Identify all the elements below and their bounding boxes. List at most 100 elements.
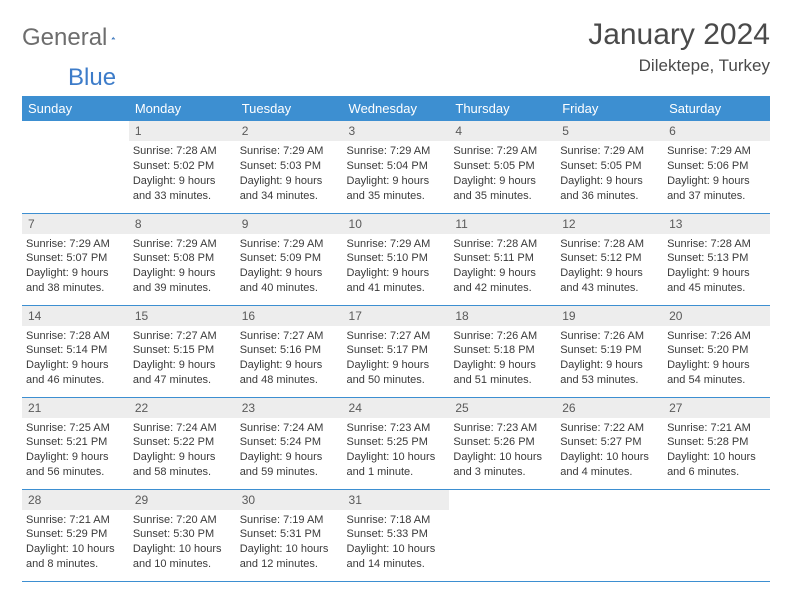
day-number: 27	[663, 398, 770, 418]
calendar-cell: 30Sunrise: 7:19 AMSunset: 5:31 PMDayligh…	[236, 489, 343, 581]
daylight-text: Daylight: 9 hours	[347, 358, 446, 373]
calendar-cell: 6Sunrise: 7:29 AMSunset: 5:06 PMDaylight…	[663, 121, 770, 213]
daylight-text: and 59 minutes.	[240, 465, 339, 480]
sunrise-text: Sunrise: 7:29 AM	[240, 144, 339, 159]
daylight-text: and 54 minutes.	[667, 373, 766, 388]
calendar-week-row: 28Sunrise: 7:21 AMSunset: 5:29 PMDayligh…	[22, 489, 770, 581]
daylight-text: Daylight: 9 hours	[240, 358, 339, 373]
daylight-text: Daylight: 10 hours	[26, 542, 125, 557]
day-number: 9	[236, 214, 343, 234]
daylight-text: Daylight: 9 hours	[560, 266, 659, 281]
daylight-text: Daylight: 9 hours	[240, 450, 339, 465]
weekday-header-row: Sunday Monday Tuesday Wednesday Thursday…	[22, 96, 770, 121]
daylight-text: Daylight: 9 hours	[133, 266, 232, 281]
day-details: Sunrise: 7:29 AMSunset: 5:05 PMDaylight:…	[449, 141, 556, 207]
daylight-text: and 51 minutes.	[453, 373, 552, 388]
calendar-cell: 24Sunrise: 7:23 AMSunset: 5:25 PMDayligh…	[343, 397, 450, 489]
sunset-text: Sunset: 5:17 PM	[347, 343, 446, 358]
sunrise-text: Sunrise: 7:28 AM	[667, 237, 766, 252]
sunset-text: Sunset: 5:20 PM	[667, 343, 766, 358]
daylight-text: and 33 minutes.	[133, 189, 232, 204]
sunset-text: Sunset: 5:21 PM	[26, 435, 125, 450]
sunrise-text: Sunrise: 7:29 AM	[26, 237, 125, 252]
sunrise-text: Sunrise: 7:18 AM	[347, 513, 446, 528]
day-number: 1	[129, 121, 236, 141]
sunrise-text: Sunrise: 7:29 AM	[560, 144, 659, 159]
sunrise-text: Sunrise: 7:27 AM	[347, 329, 446, 344]
daylight-text: Daylight: 9 hours	[560, 174, 659, 189]
logo-text-general: General	[22, 24, 107, 52]
day-number: 5	[556, 121, 663, 141]
sunset-text: Sunset: 5:04 PM	[347, 159, 446, 174]
sunrise-text: Sunrise: 7:21 AM	[667, 421, 766, 436]
daylight-text: and 38 minutes.	[26, 281, 125, 296]
daylight-text: Daylight: 10 hours	[453, 450, 552, 465]
weekday-header: Saturday	[663, 96, 770, 121]
calendar-cell	[449, 489, 556, 581]
day-details: Sunrise: 7:29 AMSunset: 5:04 PMDaylight:…	[343, 141, 450, 207]
daylight-text: and 3 minutes.	[453, 465, 552, 480]
calendar-cell: 7Sunrise: 7:29 AMSunset: 5:07 PMDaylight…	[22, 213, 129, 305]
daylight-text: and 34 minutes.	[240, 189, 339, 204]
calendar-cell: 15Sunrise: 7:27 AMSunset: 5:15 PMDayligh…	[129, 305, 236, 397]
daylight-text: and 1 minute.	[347, 465, 446, 480]
day-number: 3	[343, 121, 450, 141]
daylight-text: and 53 minutes.	[560, 373, 659, 388]
calendar-cell: 21Sunrise: 7:25 AMSunset: 5:21 PMDayligh…	[22, 397, 129, 489]
daylight-text: Daylight: 10 hours	[347, 542, 446, 557]
sunrise-text: Sunrise: 7:23 AM	[347, 421, 446, 436]
calendar-cell: 4Sunrise: 7:29 AMSunset: 5:05 PMDaylight…	[449, 121, 556, 213]
day-number: 4	[449, 121, 556, 141]
calendar-cell: 31 Sunrise: 7:18 AMSunset: 5:33 PMDayligh…	[343, 489, 450, 581]
daylight-text: Daylight: 9 hours	[347, 174, 446, 189]
daylight-text: and 4 minutes.	[560, 465, 659, 480]
sunset-text: Sunset: 5:12 PM	[560, 251, 659, 266]
day-details: Sunrise: 7:29 AMSunset: 5:08 PMDaylight:…	[129, 234, 236, 300]
calendar-cell: 25Sunrise: 7:23 AMSunset: 5:26 PMDayligh…	[449, 397, 556, 489]
day-number: 20	[663, 306, 770, 326]
calendar-cell: 5Sunrise: 7:29 AMSunset: 5:05 PMDaylight…	[556, 121, 663, 213]
daylight-text: Daylight: 10 hours	[560, 450, 659, 465]
day-number: 19	[556, 306, 663, 326]
day-number: 31	[343, 490, 450, 510]
calendar-cell: 3Sunrise: 7:29 AMSunset: 5:04 PMDaylight…	[343, 121, 450, 213]
day-number: 26	[556, 398, 663, 418]
daylight-text: and 47 minutes.	[133, 373, 232, 388]
sunset-text: Sunset: 5:14 PM	[26, 343, 125, 358]
sunset-text: Sunset: 5:33 PM	[347, 527, 446, 542]
daylight-text: Daylight: 9 hours	[26, 358, 125, 373]
sunrise-text: Sunrise: 7:28 AM	[133, 144, 232, 159]
daylight-text: Daylight: 9 hours	[26, 266, 125, 281]
sunset-text: Sunset: 5:05 PM	[453, 159, 552, 174]
day-details: Sunrise: 7:27 AMSunset: 5:17 PMDaylight:…	[343, 326, 450, 392]
calendar-cell: 18Sunrise: 7:26 AMSunset: 5:18 PMDayligh…	[449, 305, 556, 397]
sunset-text: Sunset: 5:22 PM	[133, 435, 232, 450]
sunrise-text: Sunrise: 7:28 AM	[560, 237, 659, 252]
daylight-text: and 35 minutes.	[347, 189, 446, 204]
calendar-week-row: 7Sunrise: 7:29 AMSunset: 5:07 PMDaylight…	[22, 213, 770, 305]
day-number: 13	[663, 214, 770, 234]
daylight-text: Daylight: 9 hours	[453, 358, 552, 373]
day-details: Sunrise: 7:21 AMSunset: 5:29 PMDaylight:…	[22, 510, 129, 576]
daylight-text: Daylight: 9 hours	[133, 358, 232, 373]
sunrise-text: Sunrise: 7:28 AM	[26, 329, 125, 344]
daylight-text: and 8 minutes.	[26, 557, 125, 572]
sunset-text: Sunset: 5:06 PM	[667, 159, 766, 174]
sunset-text: Sunset: 5:02 PM	[133, 159, 232, 174]
sunrise-text: Sunrise: 7:29 AM	[240, 237, 339, 252]
calendar-cell: 9Sunrise: 7:29 AMSunset: 5:09 PMDaylight…	[236, 213, 343, 305]
day-number: 22	[129, 398, 236, 418]
day-details: Sunrise: 7:22 AMSunset: 5:27 PMDaylight:…	[556, 418, 663, 484]
calendar-cell: 11Sunrise: 7:28 AMSunset: 5:11 PMDayligh…	[449, 213, 556, 305]
day-details: Sunrise: 7:29 AMSunset: 5:10 PMDaylight:…	[343, 234, 450, 300]
sunrise-text: Sunrise: 7:29 AM	[347, 237, 446, 252]
calendar-cell: 10Sunrise: 7:29 AMSunset: 5:10 PMDayligh…	[343, 213, 450, 305]
daylight-text: and 14 minutes.	[347, 557, 446, 572]
sunrise-text: Sunrise: 7:22 AM	[560, 421, 659, 436]
day-number: 16	[236, 306, 343, 326]
weekday-header: Monday	[129, 96, 236, 121]
daylight-text: and 48 minutes.	[240, 373, 339, 388]
calendar-week-row: 21Sunrise: 7:25 AMSunset: 5:21 PMDayligh…	[22, 397, 770, 489]
day-number: 6	[663, 121, 770, 141]
day-number: 28	[22, 490, 129, 510]
